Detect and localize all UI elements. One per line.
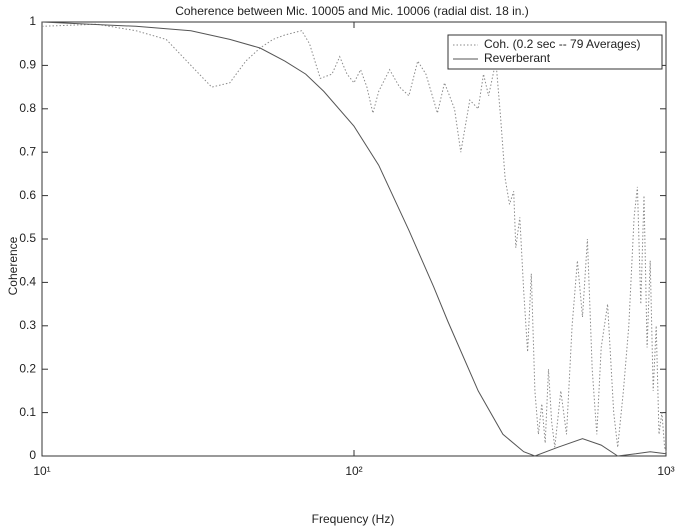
y-tick-label: 0.5: [19, 231, 36, 245]
legend-label: Reverberant: [484, 51, 551, 65]
y-tick-label: 0: [29, 448, 36, 462]
y-tick-label: 0.4: [19, 275, 36, 289]
y-tick-label: 0.9: [19, 58, 36, 72]
y-tick-label: 0.2: [19, 361, 36, 375]
legend-box: [447, 34, 663, 70]
y-tick-label: 1: [29, 14, 36, 28]
x-tick-label: 10²: [345, 464, 362, 478]
plot-frame: [41, 21, 667, 457]
chart-title: Coherence between Mic. 10005 and Mic. 10…: [175, 4, 529, 18]
y-tick-label: 0.6: [19, 188, 36, 202]
y-tick-label: 0.7: [19, 144, 36, 158]
x-tick-label: 10³: [657, 464, 674, 478]
series-line: [41, 21, 667, 457]
y-tick-label: 0.8: [19, 101, 36, 115]
y-tick-label: 0.3: [19, 318, 36, 332]
x-axis-label: Frequency (Hz): [312, 512, 395, 526]
legend-label: Coh. (0.2 sec -- 79 Averages): [484, 37, 641, 51]
y-tick-label: 0.1: [19, 405, 36, 419]
series-line: [41, 23, 667, 452]
x-tick-label: 10¹: [33, 464, 50, 478]
y-axis-label: Coherence: [6, 236, 20, 295]
